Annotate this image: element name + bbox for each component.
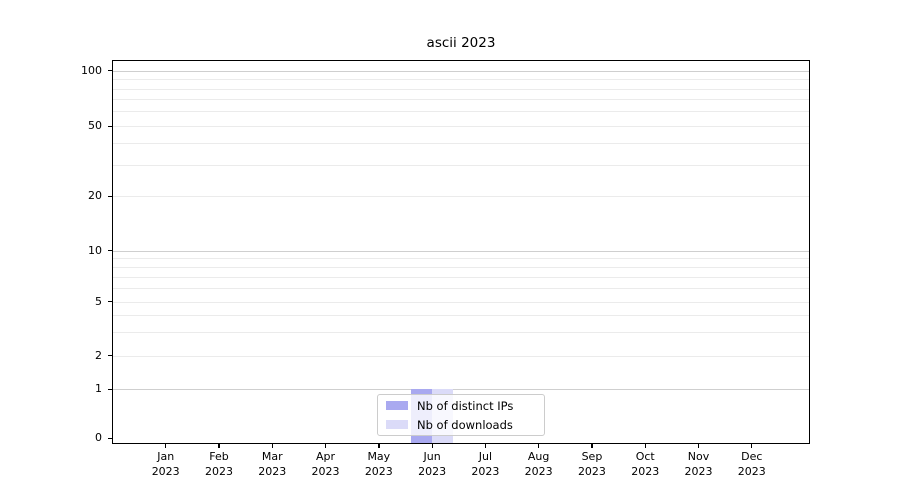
x-tick-year: 2023 xyxy=(418,465,447,478)
gridline-minor xyxy=(113,99,809,101)
y-tick-label: 50 xyxy=(88,119,102,132)
legend-swatch-distinct-ips xyxy=(386,401,408,410)
x-tick-year: 2023 xyxy=(631,465,660,478)
x-tick-mark xyxy=(271,444,273,448)
x-tick-month: May xyxy=(367,450,391,463)
legend-row-distinct-ips: Nb of distinct IPs xyxy=(378,396,544,415)
y-tick-label: 5 xyxy=(95,294,102,308)
gridline-major xyxy=(113,70,809,72)
x-tick-label: Jan 2023 xyxy=(134,449,198,479)
gridline-minor xyxy=(113,288,809,290)
x-tick-mark xyxy=(325,444,327,448)
y-tick-mark xyxy=(108,388,112,390)
x-tick-year: 2023 xyxy=(737,465,766,478)
x-tick-mark xyxy=(165,444,167,448)
x-tick-mark xyxy=(484,444,487,448)
x-tick-mark xyxy=(644,444,646,448)
gridline-minor xyxy=(113,258,809,260)
gridline-minor xyxy=(113,165,809,167)
x-tick-month: Feb xyxy=(209,450,229,463)
legend-label-distinct-ips: Nb of distinct IPs xyxy=(417,398,514,413)
gridline-minor xyxy=(113,276,809,278)
x-tick-year: 2023 xyxy=(524,465,553,478)
y-tick-mark xyxy=(108,301,112,303)
y-tick-mark xyxy=(108,195,112,197)
gridline-minor xyxy=(113,143,809,145)
x-tick-mark xyxy=(218,444,220,448)
gridline-major xyxy=(113,355,809,357)
gridline-minor xyxy=(113,314,809,316)
x-tick-month: Jan xyxy=(157,450,175,463)
x-tick-month: Jul xyxy=(478,450,493,463)
x-tick-year: 2023 xyxy=(471,465,500,478)
x-tick-label: May 2023 xyxy=(347,449,411,479)
legend-row-downloads: Nb of downloads xyxy=(378,415,544,434)
chart-title: ascii 2023 xyxy=(426,35,496,51)
y-tick-mark xyxy=(108,125,112,127)
gridline-major xyxy=(113,301,809,303)
x-tick-mark xyxy=(751,444,753,448)
x-tick-label: Nov 2023 xyxy=(667,449,731,479)
x-tick-year: 2023 xyxy=(204,465,233,478)
x-tick-mark xyxy=(698,444,700,448)
x-tick-label: Feb 2023 xyxy=(187,449,251,479)
y-tick-label: 1 xyxy=(95,382,102,395)
legend: Nb of distinct IPs Nb of downloads xyxy=(377,394,545,436)
y-tick-mark xyxy=(108,355,112,357)
x-tick-month: Jun xyxy=(423,450,441,463)
x-tick-year: 2023 xyxy=(577,465,606,478)
x-tick-label: Jun 2023 xyxy=(400,449,464,479)
x-tick-mark xyxy=(378,444,380,448)
legend-swatch-downloads xyxy=(386,420,408,429)
y-tick-mark xyxy=(108,250,112,252)
x-tick-month: Aug xyxy=(527,450,550,463)
x-tick-year: 2023 xyxy=(258,465,287,478)
x-tick-label: Sep 2023 xyxy=(560,449,624,479)
x-tick-month: Oct xyxy=(635,450,655,463)
x-tick-label: Jul 2023 xyxy=(453,449,517,479)
x-tick-month: Mar xyxy=(261,450,283,463)
gridline-minor xyxy=(113,79,809,81)
x-tick-label: Dec 2023 xyxy=(720,449,784,479)
gridline-major xyxy=(113,196,809,198)
x-tick-label: Aug 2023 xyxy=(507,449,571,479)
x-tick-month: Sep xyxy=(581,450,603,463)
x-tick-year: 2023 xyxy=(151,465,180,478)
x-tick-label: Oct 2023 xyxy=(613,449,677,479)
y-tick-mark xyxy=(108,437,112,439)
x-tick-year: 2023 xyxy=(684,465,713,478)
gridline-minor xyxy=(113,88,809,90)
x-tick-month: Nov xyxy=(687,450,710,463)
x-tick-mark xyxy=(591,444,593,448)
x-tick-month: Dec xyxy=(741,450,763,463)
plot-area: Nb of distinct IPs Nb of downloads xyxy=(112,60,810,444)
x-tick-label: Apr 2023 xyxy=(294,449,358,479)
gridline-major xyxy=(113,250,809,252)
gridline-minor xyxy=(113,111,809,113)
y-tick-label: 10 xyxy=(88,243,102,257)
x-tick-year: 2023 xyxy=(311,465,340,478)
gridline-minor xyxy=(113,331,809,333)
x-tick-mark xyxy=(431,444,433,448)
y-tick-label: 100 xyxy=(81,63,102,77)
x-tick-label: Mar 2023 xyxy=(240,449,304,479)
x-tick-month: Apr xyxy=(316,450,336,463)
y-tick-label: 20 xyxy=(88,189,102,203)
y-tick-label: 2 xyxy=(95,348,102,362)
x-tick-year: 2023 xyxy=(364,465,393,478)
y-tick-label: 0 xyxy=(95,431,102,444)
gridline-major xyxy=(113,126,809,127)
y-tick-mark xyxy=(108,70,112,72)
gridline-minor xyxy=(113,267,809,269)
x-tick-mark xyxy=(538,444,540,448)
legend-label-downloads: Nb of downloads xyxy=(417,417,513,432)
gridline-major xyxy=(113,389,809,390)
